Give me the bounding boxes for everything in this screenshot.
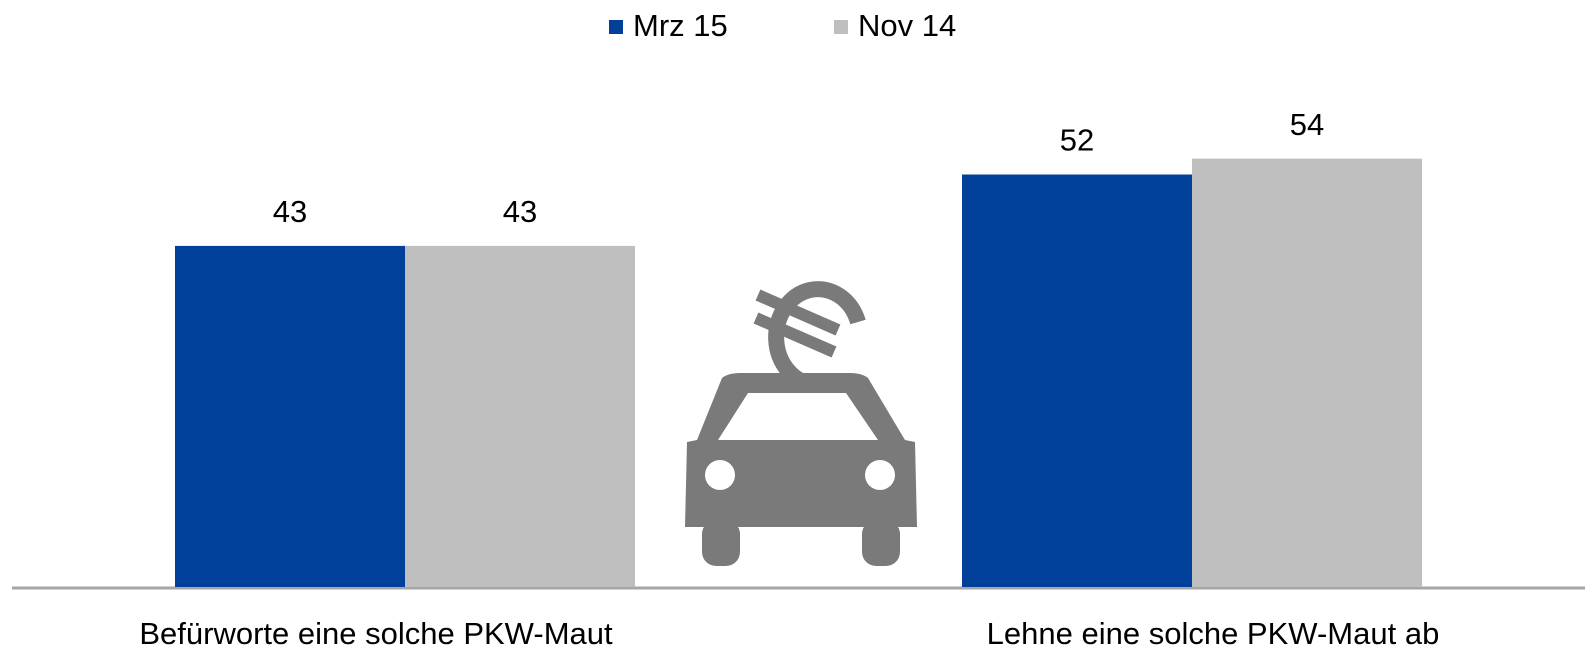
bar	[962, 174, 1192, 587]
car-icon	[685, 281, 917, 566]
bar	[175, 245, 405, 588]
value-label: 43	[273, 194, 307, 229]
value-label: 54	[1290, 107, 1324, 142]
value-label: 43	[503, 194, 537, 229]
legend-swatch	[609, 20, 623, 34]
value-label: 52	[1060, 123, 1094, 158]
legend-label: Nov 14	[858, 8, 956, 43]
bar	[1192, 158, 1422, 587]
legend-swatch	[834, 20, 848, 34]
bar	[405, 245, 635, 588]
category-label: Lehne eine solche PKW-Maut ab	[987, 616, 1440, 651]
category-label: Befürworte eine solche PKW-Maut	[139, 616, 613, 651]
legend-label: Mrz 15	[633, 8, 728, 43]
